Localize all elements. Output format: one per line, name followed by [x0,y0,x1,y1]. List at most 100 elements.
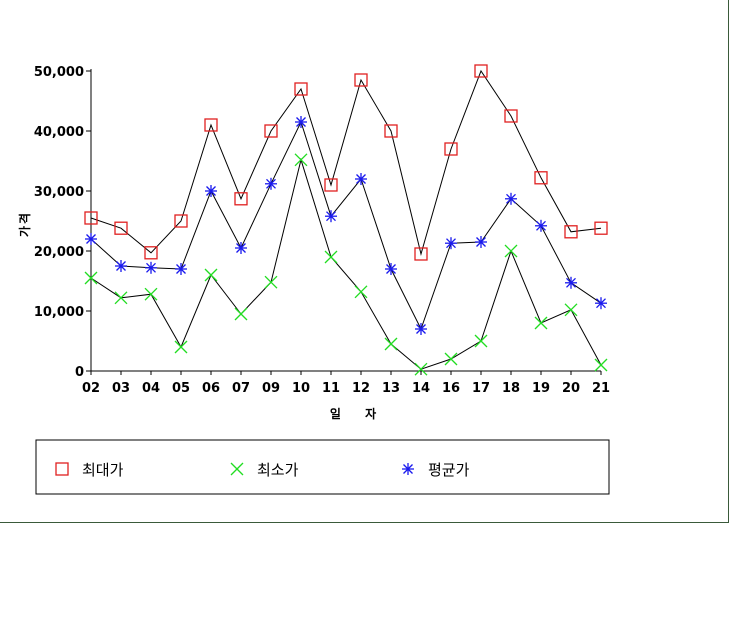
x-tick-label: 16 [442,381,460,396]
data-point [265,177,277,190]
y-tick-label: 40,000 [34,125,84,140]
data-point [324,250,338,264]
x-tick-label: 20 [562,381,580,396]
data-point [174,214,188,228]
x-tick-label: 07 [232,381,250,396]
data-point [324,178,338,192]
data-point [534,316,548,330]
series-line [90,69,602,256]
data-point [85,233,97,245]
series-layer [84,64,608,376]
data-point [294,82,308,96]
data-point [115,260,127,272]
data-point [295,116,307,128]
x-tick-label: 05 [172,381,190,396]
legend-marker [230,462,244,476]
x-tick-label: 13 [382,381,400,396]
data-point [84,271,98,285]
data-point [234,192,248,206]
data-point [565,276,577,289]
data-point [235,242,247,254]
x-tick-label: 03 [112,381,130,396]
data-point [205,185,217,197]
data-point [414,247,428,261]
data-point [504,244,518,258]
data-point [264,124,278,138]
data-point [385,263,397,275]
data-point [474,64,488,78]
x-tick-label: 18 [502,381,520,396]
data-point [175,263,187,275]
y-tick-label: 50,000 [34,65,84,80]
x-tick-labels: 02 03 04 05 06 07 09 10 11 12 13 14 16 17 18 19 20 21 [82,371,610,396]
data-point [204,268,218,282]
y-tick-label: 10,000 [34,305,84,320]
legend-item: 최대가 [55,461,124,479]
legend-item: 평균가 [402,461,470,479]
data-point [384,124,398,138]
x-tick-label: 19 [532,381,550,396]
data-point [174,340,188,354]
data-point [354,73,368,87]
x-tick-label: 02 [82,381,100,396]
data-point [534,171,548,185]
axes [90,69,601,372]
legend-marker [55,462,69,476]
chart-frame: 02 03 04 05 06 07 09 10 11 12 13 14 16 17 18 19 20 21 0 10… [0,0,729,523]
data-point [264,275,278,289]
x-tick-label: 10 [292,381,310,396]
x-tick-label: 11 [322,381,340,396]
data-point [445,237,457,250]
data-point [474,334,488,348]
series-3 [85,116,607,335]
data-point [564,225,578,239]
series-line [90,157,602,370]
y-tick-labels: 0 10,000 20,000 30,000 40,000 50,000 [34,65,91,380]
data-point [564,303,578,317]
y-axis-title: 가격 [17,211,32,237]
data-point [325,210,337,223]
series-line [90,120,602,331]
data-point [505,192,517,205]
data-point [594,358,608,372]
data-point [204,118,218,132]
data-point [444,352,458,366]
y-tick-label: 0 [75,365,84,380]
legend: 최대가 최소가 평균가 [55,461,470,479]
x-tick-label: 14 [412,381,430,396]
legend-item: 최소가 [230,461,299,479]
data-point [114,221,128,235]
x-tick-label: 21 [592,381,610,396]
x-tick-label: 06 [202,381,220,396]
legend-box [35,439,610,495]
x-tick-label: 09 [262,381,280,396]
data-point [414,362,428,376]
data-point [594,221,608,235]
legend-marker [402,463,414,475]
data-point [475,236,487,248]
y-tick-label: 20,000 [34,245,84,260]
data-point [355,173,367,185]
data-point [415,323,427,335]
legend-label: 최대가 [82,461,124,479]
x-tick-label: 17 [472,381,490,396]
data-point [595,297,607,310]
data-point [504,109,518,123]
data-point [384,337,398,351]
y-tick-label: 30,000 [34,185,84,200]
data-point [535,219,547,232]
data-point [114,291,128,305]
series-1 [84,64,608,261]
data-point [234,307,248,321]
line-chart: 02 03 04 05 06 07 09 10 11 12 13 14 16 17 18 19 20 21 0 10… [17,64,610,495]
x-tick-label: 04 [142,381,160,396]
data-point [145,261,157,274]
data-point [144,246,158,260]
data-point [84,211,98,225]
data-point [444,142,458,156]
data-point [354,285,368,299]
data-point [144,287,158,301]
data-point [294,153,308,167]
x-axis-title: 일 자 [330,406,386,421]
legend-label: 최소가 [257,461,299,479]
